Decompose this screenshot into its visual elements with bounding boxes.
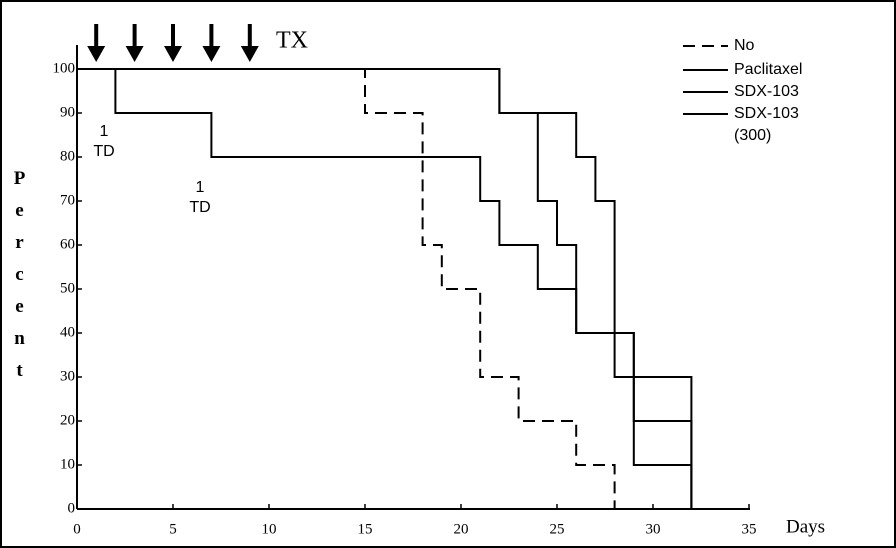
treatment-arrow bbox=[125, 24, 144, 62]
y-tick-label: 80 bbox=[60, 148, 75, 164]
x-tick-label: 25 bbox=[550, 521, 565, 537]
y-tick-label: 90 bbox=[60, 104, 75, 120]
x-tick-label: 10 bbox=[262, 521, 277, 537]
legend-label: SDX-103 bbox=[734, 83, 799, 100]
annotation: 1 TD bbox=[93, 123, 115, 160]
survival-line bbox=[77, 68, 693, 509]
survival-line bbox=[77, 68, 693, 509]
arrow-head bbox=[164, 46, 182, 62]
y-tick-label: 50 bbox=[60, 280, 75, 296]
y-tick-label: 0 bbox=[68, 500, 76, 516]
x-tick-label: 20 bbox=[454, 521, 469, 537]
annotation: 1 TD bbox=[189, 179, 211, 216]
arrow-head bbox=[202, 46, 221, 62]
survival-line bbox=[77, 68, 693, 509]
y-axis-label: Percent survi bbox=[9, 168, 32, 392]
x-axis-label: Days bbox=[786, 516, 825, 537]
arrow-head bbox=[87, 46, 106, 62]
x-tick-label: 0 bbox=[73, 521, 81, 537]
x-tick-label: 35 bbox=[742, 521, 757, 537]
arrow-head bbox=[125, 46, 144, 62]
legend-label: SDX-103 (300) bbox=[734, 105, 799, 144]
legend-label: Paclitaxel bbox=[734, 61, 803, 78]
y-tick-label: 70 bbox=[60, 192, 75, 208]
y-tick-label: 40 bbox=[60, 324, 75, 340]
tx-label: TX bbox=[276, 28, 308, 54]
y-tick-label: 100 bbox=[53, 60, 76, 76]
survival-line bbox=[77, 68, 616, 509]
treatment-arrow bbox=[202, 24, 221, 62]
legend-label: No bbox=[734, 37, 755, 54]
x-tick-label: 5 bbox=[169, 521, 177, 537]
treatment-arrow bbox=[240, 24, 259, 62]
x-tick-label: 30 bbox=[646, 521, 661, 537]
treatment-arrow bbox=[87, 24, 106, 62]
arrow-head bbox=[240, 46, 259, 62]
y-tick-label: 20 bbox=[60, 412, 75, 428]
x-tick-label: 15 bbox=[358, 521, 373, 537]
y-tick-label: 60 bbox=[60, 236, 75, 252]
y-tick-label: 10 bbox=[60, 456, 75, 472]
treatment-arrow bbox=[164, 24, 182, 62]
y-tick-label: 30 bbox=[60, 368, 75, 384]
